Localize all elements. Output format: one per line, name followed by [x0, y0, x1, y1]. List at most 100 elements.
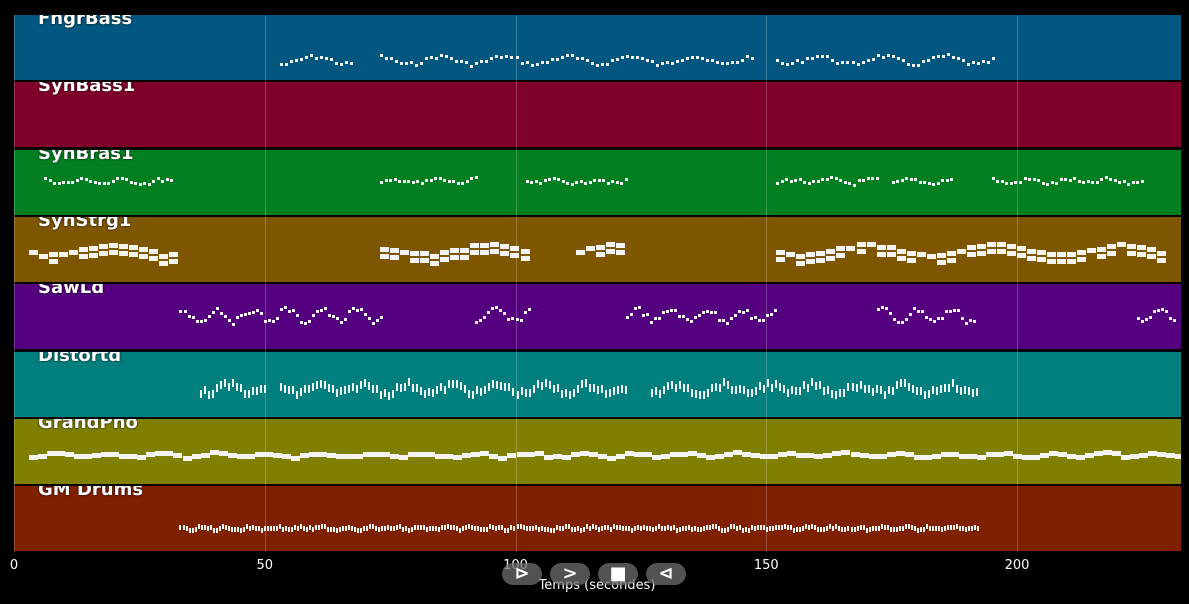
track-lane-distortd[interactable]: Distortd: [14, 351, 1181, 417]
note: [507, 318, 511, 322]
note: [543, 527, 546, 533]
track-name: Distortd: [38, 351, 122, 366]
track-lane-grandpno[interactable]: GrandPno: [14, 418, 1181, 484]
note: [384, 178, 388, 182]
note: [1040, 452, 1050, 458]
note: [886, 251, 896, 257]
note: [691, 56, 695, 59]
note: [507, 452, 517, 458]
note: [339, 386, 342, 395]
note: [57, 181, 61, 185]
note: [896, 179, 900, 183]
note: [528, 388, 531, 397]
note: [615, 180, 619, 184]
note: [699, 390, 702, 399]
note: [315, 310, 319, 314]
note: [425, 57, 429, 60]
note: [605, 241, 615, 247]
note: [510, 525, 513, 531]
note: [875, 384, 878, 393]
note: [408, 377, 411, 386]
note: [525, 526, 528, 532]
note: [1127, 182, 1131, 186]
note: [227, 382, 230, 391]
note: [209, 449, 219, 455]
x-tick-label: 0: [9, 558, 19, 573]
rewind-button[interactable]: ⊲: [646, 563, 686, 585]
note: [263, 451, 273, 457]
note: [432, 388, 435, 397]
note: [324, 57, 328, 60]
note: [834, 176, 838, 180]
note: [564, 524, 567, 530]
track-lane-fngrbass[interactable]: FngrBass: [14, 15, 1181, 80]
note: [159, 260, 169, 266]
note: [448, 379, 451, 388]
note: [1037, 178, 1041, 182]
note: [315, 380, 318, 389]
note: [287, 527, 290, 533]
note: [826, 55, 830, 58]
note: [794, 178, 798, 182]
note: [951, 56, 955, 59]
note: [372, 322, 376, 326]
note: [665, 310, 669, 314]
play-button[interactable]: ⊳: [502, 563, 542, 585]
note: [534, 525, 537, 531]
track-lane-synbass1[interactable]: SynBass1: [14, 82, 1181, 148]
note: [853, 527, 856, 533]
note: [366, 526, 369, 532]
note: [731, 61, 735, 64]
note: [435, 526, 438, 532]
note: [611, 179, 615, 183]
stop-button[interactable]: ■: [598, 563, 638, 585]
note: [911, 64, 915, 67]
note: [703, 390, 706, 399]
note: [603, 525, 606, 531]
note: [356, 309, 360, 313]
note: [407, 179, 411, 183]
note: [657, 317, 661, 321]
note: [927, 389, 930, 398]
note: [476, 385, 479, 394]
note: [438, 176, 442, 180]
note: [125, 177, 129, 181]
note: [675, 60, 679, 63]
note: [909, 177, 913, 181]
note: [871, 58, 875, 61]
track-lane-sawld[interactable]: SawLd: [14, 284, 1181, 350]
note: [585, 245, 595, 251]
note: [808, 525, 811, 531]
note: [991, 176, 995, 180]
fast-forward-button[interactable]: >: [550, 563, 590, 585]
note: [75, 178, 79, 182]
note: [247, 389, 250, 398]
note: [866, 241, 876, 247]
note: [895, 527, 898, 533]
note: [812, 179, 816, 183]
note: [1012, 453, 1022, 459]
note: [924, 316, 928, 320]
track-lane-gm-drums[interactable]: GM Drums: [14, 486, 1181, 552]
track-lane-synbras1[interactable]: SynBras1: [14, 149, 1181, 215]
track-lane-synstrg1[interactable]: SynStrg1: [14, 216, 1181, 282]
note: [146, 451, 156, 457]
note: [388, 391, 391, 400]
note: [309, 54, 313, 57]
note: [597, 453, 607, 459]
note: [940, 527, 943, 533]
note: [430, 253, 440, 259]
note: [420, 181, 424, 185]
x-tick-label: 50: [256, 558, 274, 573]
note: [412, 383, 415, 392]
note: [814, 525, 817, 531]
note: [971, 61, 975, 64]
note: [760, 525, 763, 531]
note: [806, 57, 810, 60]
note: [1122, 179, 1126, 183]
note: [746, 55, 750, 58]
note: [194, 527, 197, 533]
note: [423, 525, 426, 531]
note: [139, 253, 149, 259]
note: [570, 54, 574, 57]
